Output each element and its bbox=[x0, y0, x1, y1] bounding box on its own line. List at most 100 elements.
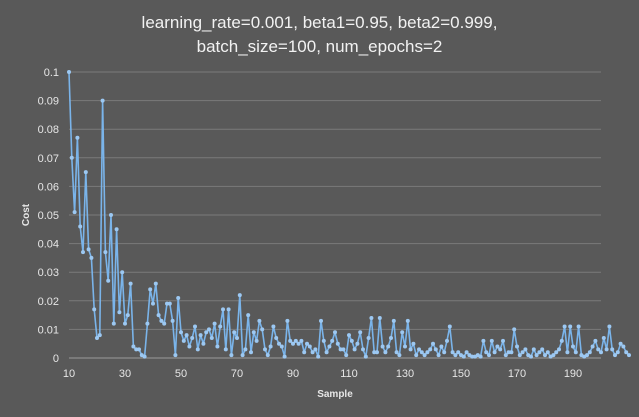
data-point bbox=[515, 344, 519, 349]
data-point bbox=[285, 318, 290, 323]
data-point bbox=[512, 327, 517, 332]
data-point bbox=[419, 350, 424, 355]
data-point bbox=[153, 281, 158, 286]
data-point bbox=[111, 321, 116, 326]
data-point bbox=[335, 341, 340, 346]
y-tick-label: 0.02 bbox=[38, 296, 59, 308]
data-point bbox=[492, 350, 497, 355]
data-point bbox=[503, 353, 508, 358]
data-point bbox=[489, 338, 494, 343]
data-point bbox=[610, 347, 615, 352]
data-point bbox=[302, 350, 307, 355]
data-point bbox=[405, 318, 410, 323]
data-point bbox=[240, 353, 245, 358]
data-point bbox=[120, 270, 125, 275]
data-point bbox=[181, 338, 186, 343]
data-point bbox=[509, 350, 514, 355]
data-point bbox=[218, 324, 223, 329]
data-point bbox=[436, 353, 441, 358]
data-point bbox=[377, 315, 382, 320]
x-tick-label: 70 bbox=[231, 368, 243, 380]
x-axis-ticks: 10 30 50 70 90 110 130 150 170 190 bbox=[63, 368, 582, 380]
data-point bbox=[573, 350, 578, 355]
data-point bbox=[501, 338, 505, 343]
data-point bbox=[246, 313, 251, 318]
data-point bbox=[215, 344, 220, 349]
data-point bbox=[422, 353, 427, 358]
data-point bbox=[204, 330, 209, 335]
y-tick-label: 0.03 bbox=[38, 267, 59, 279]
data-point bbox=[439, 344, 444, 349]
data-point bbox=[271, 324, 276, 329]
data-point bbox=[330, 338, 335, 343]
data-point bbox=[165, 301, 169, 306]
data-point bbox=[260, 327, 265, 332]
data-point bbox=[604, 347, 609, 352]
data-point bbox=[601, 335, 606, 340]
y-tick-label: 0.09 bbox=[38, 96, 59, 108]
x-tick-label: 130 bbox=[396, 368, 414, 380]
data-point bbox=[134, 347, 139, 352]
data-point bbox=[321, 338, 326, 343]
data-point bbox=[69, 155, 74, 160]
data-point bbox=[313, 347, 318, 352]
data-point bbox=[151, 301, 155, 306]
data-point bbox=[341, 347, 346, 352]
data-point bbox=[159, 318, 164, 323]
data-point bbox=[100, 98, 105, 103]
data-point bbox=[397, 353, 402, 358]
data-point bbox=[498, 347, 503, 352]
data-point bbox=[517, 353, 522, 358]
data-point bbox=[593, 338, 598, 343]
data-point bbox=[156, 313, 161, 318]
x-tick-label: 30 bbox=[119, 368, 131, 380]
data-point bbox=[89, 255, 94, 260]
data-point bbox=[386, 344, 391, 349]
y-tick-label: 0.04 bbox=[38, 239, 59, 251]
data-point bbox=[596, 347, 601, 352]
data-point bbox=[265, 353, 270, 358]
data-point bbox=[125, 313, 130, 318]
data-point bbox=[209, 335, 214, 340]
x-tick-label: 10 bbox=[63, 368, 75, 380]
data-point bbox=[131, 344, 136, 349]
data-point bbox=[274, 335, 279, 340]
data-point bbox=[310, 350, 315, 355]
data-point bbox=[461, 354, 466, 359]
data-point bbox=[565, 350, 570, 355]
data-point bbox=[223, 347, 228, 352]
data-point bbox=[380, 344, 385, 349]
data-point bbox=[607, 324, 612, 329]
data-point bbox=[363, 354, 368, 359]
data-point bbox=[478, 354, 483, 359]
data-point bbox=[540, 347, 545, 352]
data-point bbox=[81, 250, 85, 255]
data-point bbox=[173, 353, 178, 358]
data-point bbox=[299, 338, 304, 343]
data-point bbox=[590, 344, 595, 349]
x-axis-label: Sample bbox=[317, 389, 353, 400]
data-point bbox=[142, 354, 147, 359]
data-point bbox=[198, 333, 203, 338]
y-tick-label: 0 bbox=[53, 353, 59, 365]
data-point bbox=[576, 324, 581, 329]
data-point bbox=[447, 324, 452, 329]
data-point bbox=[162, 321, 167, 326]
data-point bbox=[78, 224, 83, 229]
data-point bbox=[375, 350, 379, 355]
data-point bbox=[537, 350, 542, 355]
data-point bbox=[195, 347, 200, 352]
data-point bbox=[557, 347, 561, 352]
y-axis-ticks: 0 0.01 0.02 0.03 0.04 0.05 0.06 0.07 0.08 0.09 0.1 bbox=[38, 67, 59, 365]
data-point bbox=[554, 350, 559, 355]
data-point bbox=[263, 347, 267, 352]
data-point bbox=[226, 307, 231, 312]
y-tick-label: 0.08 bbox=[38, 124, 59, 136]
data-point bbox=[316, 354, 321, 359]
data-point bbox=[571, 344, 575, 349]
y-tick-label: 0.07 bbox=[38, 153, 59, 165]
data-point bbox=[529, 354, 533, 359]
data-point bbox=[109, 213, 113, 217]
data-point bbox=[487, 353, 491, 358]
data-point bbox=[551, 353, 556, 358]
